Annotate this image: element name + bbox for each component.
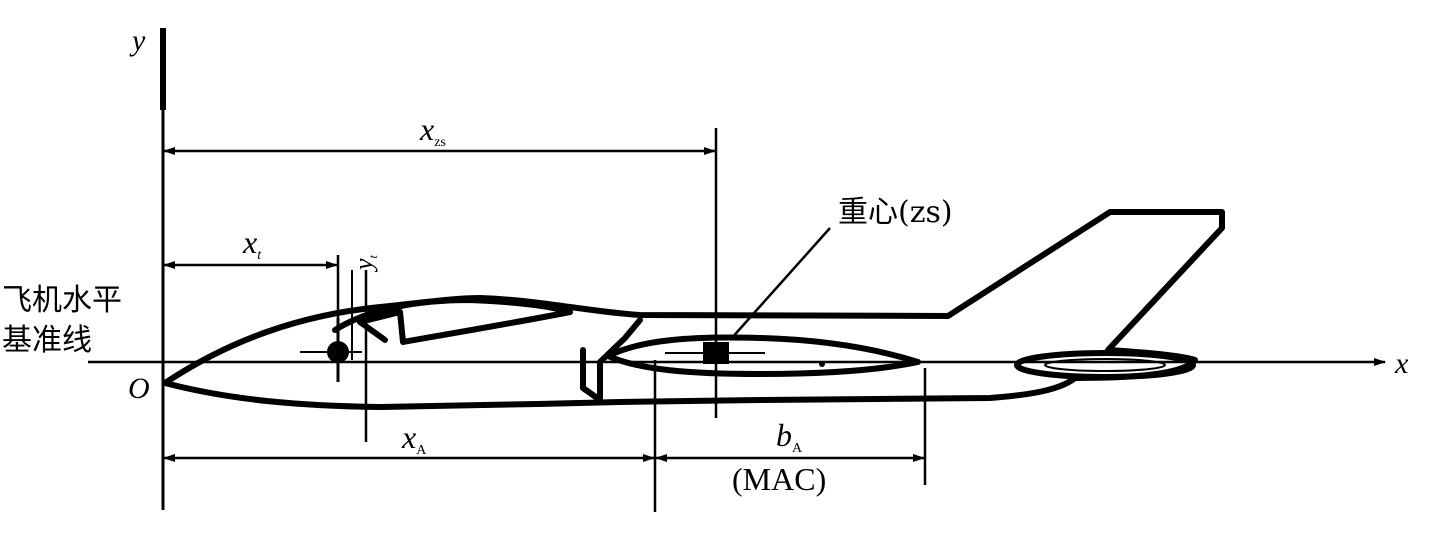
y-axis-label: y [129,24,146,57]
stabilizer-inner [1044,358,1166,372]
x-zs-label: xzs [419,111,446,150]
y-t-label: yt [349,254,380,273]
datum-label-line2: 基准线 [2,323,92,358]
cg-label: 重心(zs) [838,195,953,230]
b-a-label: bA [776,417,803,456]
stabilizer [1014,350,1196,380]
datum-label-line1: 飞机水平 [2,283,122,318]
aircraft-outline [162,209,1225,410]
wing [605,334,921,377]
x-a-label: xA [401,419,427,458]
cg-leader-line [729,227,831,341]
x-axis-label: x [1394,347,1409,380]
canopy [332,297,573,345]
mac-label: (MAC) [732,461,826,497]
x-t-label: xt [242,224,262,263]
intake [580,317,643,403]
extension-lines [336,128,927,512]
origin-label: O [128,372,150,405]
